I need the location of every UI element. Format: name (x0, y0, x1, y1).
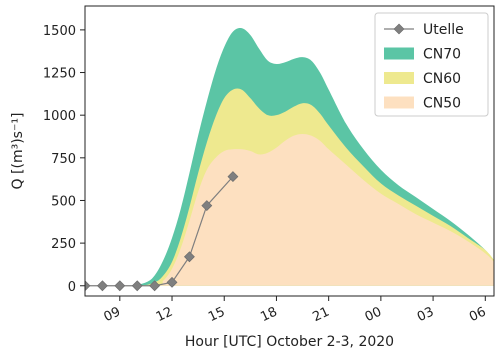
legend-swatch-cn50 (384, 96, 414, 109)
y-tick-label: 0 (68, 280, 76, 295)
x-tick-label: 18 (258, 305, 279, 326)
plot-frame (84, 5, 495, 297)
legend-label-utelle: Utelle (423, 22, 464, 38)
legend-frame (374, 12, 489, 117)
marker-utelle (201, 200, 213, 212)
y-tick-label: 1000 (43, 109, 76, 124)
y-tick-label: 250 (51, 237, 76, 252)
legend: Utelle CN70 CN60 CN50 (374, 12, 489, 117)
x-tick-label: 09 (102, 305, 123, 326)
area-cn50 (85, 133, 494, 287)
legend-label-cn70: CN70 (423, 47, 461, 63)
x-tick-label: 03 (415, 305, 436, 326)
legend-marker-utelle (393, 23, 405, 35)
x-tick-label: 06 (467, 305, 488, 326)
x-tick-label: 00 (363, 305, 384, 326)
legend-swatch-cn60 (384, 72, 414, 84)
marker-utelle (184, 251, 195, 263)
line-series-layer (85, 171, 239, 292)
y-axis-label: Q [(m³)s⁻¹] (10, 113, 26, 190)
x-tick-label: 21 (311, 305, 332, 326)
marker-utelle (227, 171, 239, 183)
marker-utelle (166, 276, 178, 288)
legend-swatch-cn70 (384, 47, 414, 60)
x-axis-label: Hour [UTC] October 2-3, 2020 (185, 334, 394, 350)
marker-utelle (96, 280, 108, 292)
marker-utelle (114, 280, 126, 292)
legend-label-cn60: CN60 (423, 71, 461, 87)
y-tick-label: 1500 (43, 24, 76, 39)
x-tick-label: 15 (206, 305, 227, 326)
marker-utelle (131, 280, 143, 292)
marker-utelle (149, 280, 161, 292)
y-tick-label: 1250 (43, 67, 76, 82)
y-tick-label: 500 (51, 194, 76, 209)
area-series-layer (85, 28, 494, 287)
axes-layer: 09 12 15 18 21 00 03 06 0 250 500 750 1000 1250 1500 (43, 24, 489, 325)
legend-entries: Utelle CN70 CN60 CN50 (384, 22, 464, 112)
legend-label-cn50: CN50 (423, 96, 461, 112)
marker-utelle (85, 280, 91, 292)
x-tick-label: 12 (154, 305, 175, 326)
y-tick-label: 750 (51, 152, 76, 167)
